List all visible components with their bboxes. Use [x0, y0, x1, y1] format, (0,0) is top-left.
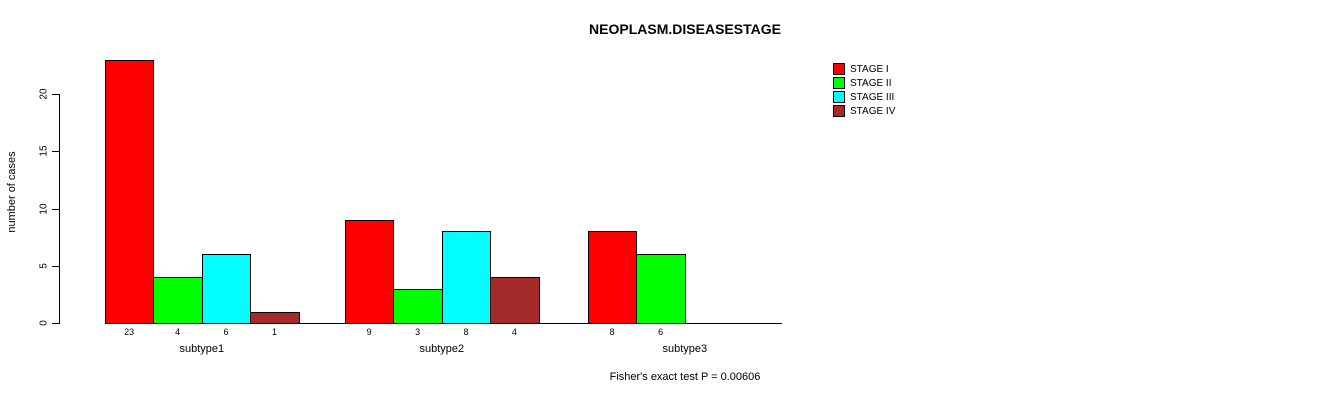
bar-subtype2-stage-iv	[490, 277, 540, 324]
legend-swatch-icon	[833, 105, 845, 117]
y-axis-tick	[52, 94, 59, 95]
legend-label: STAGE II	[850, 77, 892, 89]
legend-item-stage-ii: STAGE II	[833, 77, 895, 89]
category-label-subtype2: subtype2	[419, 343, 465, 355]
legend-item-stage-iii: STAGE III	[833, 91, 895, 103]
y-axis-tick-label: 10	[38, 202, 50, 215]
bar-subtype2-stage-ii	[393, 288, 443, 324]
legend-swatch-icon	[833, 91, 845, 103]
bar-subtype1-stage-iii	[201, 254, 252, 324]
bar-value-label: 3	[415, 327, 421, 337]
y-axis-tick	[52, 323, 59, 324]
bar-subtype3-stage-ii	[636, 254, 686, 324]
bar-value-label: 4	[511, 327, 517, 337]
legend-item-stage-iv: STAGE IV	[833, 105, 895, 117]
bar-value-label: 8	[463, 327, 469, 337]
y-axis-tick	[52, 265, 59, 267]
legend-label: STAGE III	[850, 91, 895, 103]
fisher-test-annotation: Fisher's exact test P = 0.00606	[609, 371, 761, 383]
category-label-subtype1: subtype1	[179, 343, 225, 355]
category-label-subtype3: subtype3	[662, 343, 708, 355]
bar-subtype1-stage-i	[105, 59, 155, 324]
legend: STAGE I STAGE II STAGE III STAGE IV	[833, 63, 895, 119]
bar-subtype3-stage-i	[588, 231, 638, 324]
bar-value-label: 6	[223, 327, 229, 337]
legend-label: STAGE IV	[850, 105, 896, 117]
legend-item-stage-i: STAGE I	[833, 63, 895, 75]
chart-title: NEOPLASM.DISEASESTAGE	[589, 21, 781, 37]
legend-label: STAGE I	[850, 63, 889, 75]
bar-value-label: 4	[175, 327, 181, 337]
bar-value-label: 6	[658, 327, 664, 337]
bar-value-label: 23	[124, 327, 135, 337]
bar-value-label: 8	[609, 327, 615, 337]
bar-value-label: 1	[271, 327, 277, 337]
y-axis-tick-label: 20	[38, 88, 50, 100]
y-axis-tick	[52, 151, 59, 153]
bar-subtype1-stage-ii	[153, 277, 203, 324]
y-axis-tick-label: 5	[38, 262, 50, 269]
legend-swatch-icon	[833, 77, 845, 89]
y-axis-tick-label: 0	[38, 320, 50, 326]
bar-subtype2-stage-i	[345, 219, 395, 324]
y-axis-line	[59, 94, 60, 324]
bar-subtype1-stage-iv	[250, 311, 300, 324]
bar-subtype2-stage-iii	[441, 231, 492, 324]
y-axis-tick-label: 15	[38, 145, 50, 157]
bar-value-label: 9	[366, 327, 372, 337]
legend-swatch-icon	[833, 63, 845, 75]
y-axis-tick	[52, 208, 59, 210]
